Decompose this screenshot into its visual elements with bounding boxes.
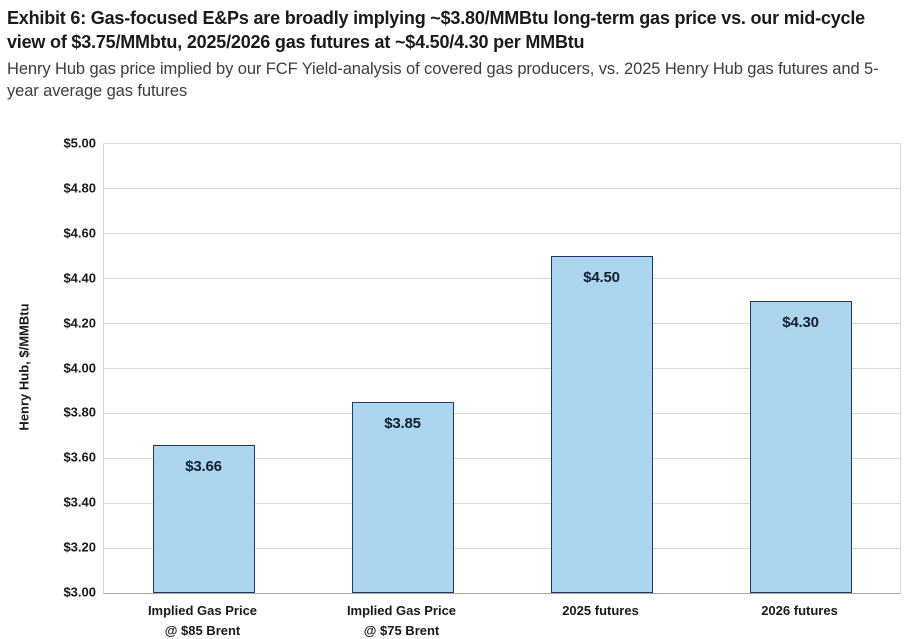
- bar: $4.30: [749, 301, 852, 593]
- y-tick-label: $3.60: [63, 449, 96, 465]
- bar: $4.50: [550, 256, 653, 593]
- gridline: [104, 457, 900, 459]
- x-category-label: 2026 futures: [761, 603, 838, 618]
- y-axis-ticks: $3.00 $3.20 $3.40 $3.60 $3.80 $4.00 $4.20 $4.40…: [0, 136, 96, 600]
- gridline: [104, 412, 900, 414]
- x-category-label: Implied Gas Price @ $85 Brent: [147, 603, 258, 639]
- y-tick-label: $3.00: [63, 584, 96, 600]
- x-category-label: Implied Gas Price @ $75 Brent: [346, 603, 457, 639]
- bar-value-label: $4.50: [583, 269, 620, 287]
- y-tick-label: $5.00: [63, 135, 96, 151]
- bar-value-label: $4.30: [782, 314, 819, 332]
- bar-value-label: $3.66: [185, 457, 222, 475]
- y-tick-label: $4.00: [63, 360, 96, 375]
- y-tick-label: $4.60: [63, 225, 96, 241]
- y-tick-label: $3.40: [63, 494, 96, 510]
- bar: $3.85: [351, 402, 454, 593]
- gridline: [104, 188, 900, 190]
- y-tick-label: $4.80: [63, 180, 96, 196]
- bar-value-label: $3.85: [384, 415, 421, 433]
- exhibit-subtitle: Henry Hub gas price implied by our FCF Y…: [7, 59, 879, 101]
- plot-area: $3.66 $3.85 $4.50 $4.30: [103, 143, 901, 594]
- gridline: [104, 502, 900, 504]
- gridline: [104, 547, 900, 549]
- gridline: [104, 368, 900, 369]
- bar: $3.66: [152, 444, 255, 593]
- exhibit-header: Exhibit 6: Gas-focused E&Ps are broadly …: [7, 6, 907, 103]
- y-tick-label: $3.80: [63, 404, 96, 420]
- gridline: [104, 323, 900, 325]
- x-category-label: 2025 futures: [562, 603, 639, 618]
- gridline: [104, 278, 900, 280]
- gridline: [104, 233, 900, 235]
- exhibit-title: Exhibit 6: Gas-focused E&Ps are broadly …: [7, 8, 865, 53]
- y-tick-label: $4.40: [63, 270, 96, 286]
- bar-chart: Henry Hub, $/MMBtu $3.00 $3.20 $3.40 $3.60 $…: [0, 120, 913, 639]
- y-tick-label: $4.20: [63, 315, 96, 331]
- y-tick-label: $3.20: [63, 539, 96, 555]
- x-axis-labels: Implied Gas Price @ $85 Brent Implied Gas…: [103, 601, 899, 639]
